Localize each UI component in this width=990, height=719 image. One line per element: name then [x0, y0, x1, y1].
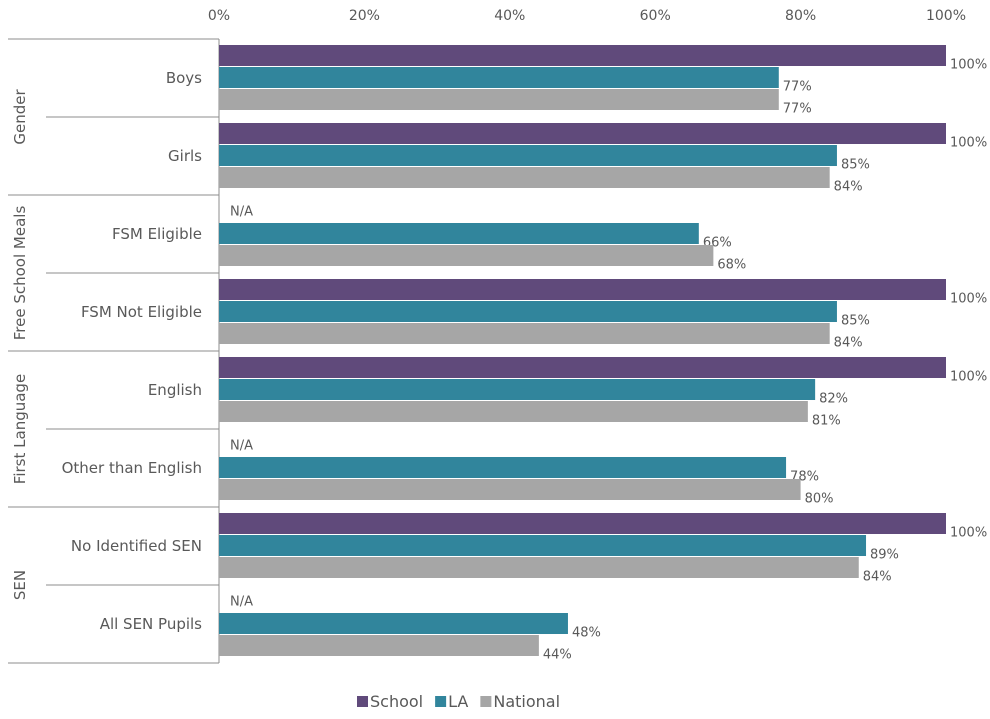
bar-la: [219, 613, 568, 634]
data-label: 84%: [863, 570, 892, 585]
data-label: 100%: [950, 136, 987, 151]
bars: 100%77%77%100%85%84%N/A66%68%100%85%84%1…: [219, 45, 987, 663]
data-label: 100%: [950, 526, 987, 541]
data-label: 48%: [572, 626, 601, 641]
category-label: English: [148, 381, 202, 399]
bar-school: [219, 123, 946, 144]
data-label: 68%: [717, 258, 746, 273]
legend: School LA National: [357, 692, 560, 711]
data-label: 80%: [805, 492, 834, 507]
bar-national: [219, 557, 859, 578]
data-label-na: N/A: [230, 205, 253, 220]
data-label: 77%: [783, 80, 812, 95]
data-label: 84%: [834, 336, 863, 351]
category-label: Boys: [166, 69, 202, 87]
group-label: First Language: [11, 374, 29, 484]
bar-school: [219, 279, 946, 300]
x-tick-label: 20%: [349, 8, 380, 24]
data-label: 100%: [950, 370, 987, 385]
legend-label: LA: [448, 692, 468, 711]
legend-label: School: [370, 692, 423, 711]
category-label: FSM Not Eligible: [81, 303, 202, 321]
category-label: Girls: [168, 147, 202, 165]
bar-school: [219, 357, 946, 378]
bar-national: [219, 89, 779, 110]
data-label: 82%: [819, 392, 848, 407]
x-tick-label: 60%: [640, 8, 671, 24]
group-label: Gender: [11, 89, 29, 145]
bar-la: [219, 223, 699, 244]
data-label: 44%: [543, 648, 572, 663]
bar-national: [219, 323, 830, 344]
bar-national: [219, 245, 714, 266]
data-label: 77%: [783, 102, 812, 117]
bar-la: [219, 379, 816, 400]
legend-swatch: [357, 696, 368, 707]
data-label: 85%: [841, 158, 870, 173]
bar-la: [219, 67, 779, 88]
data-label: 81%: [812, 414, 841, 429]
bar-la: [219, 535, 867, 556]
category-label: No Identified SEN: [71, 537, 202, 555]
bar-school: [219, 513, 946, 534]
legend-label: National: [493, 692, 560, 711]
x-tick-label: 100%: [926, 8, 966, 24]
bar-national: [219, 635, 539, 656]
category-label: FSM Eligible: [112, 225, 202, 243]
data-label-na: N/A: [230, 595, 253, 610]
data-label: 84%: [834, 180, 863, 195]
axis-frame: [8, 38, 220, 664]
x-axis-ticks: 0% 20% 40% 60% 80% 100%: [208, 8, 966, 24]
category-label: Other than English: [62, 459, 202, 477]
bar-national: [219, 401, 808, 422]
data-label: 100%: [950, 292, 987, 307]
bar-national: [219, 167, 830, 188]
legend-swatch: [480, 696, 492, 707]
bar-national: [219, 479, 801, 500]
group-label: Free School Meals: [11, 206, 29, 341]
data-label: 85%: [841, 314, 870, 329]
bar-la: [219, 301, 837, 322]
data-label-na: N/A: [230, 439, 253, 454]
x-tick-label: 80%: [785, 8, 816, 24]
category-groups: Gender Free School Meals First Language SEN…: [11, 69, 202, 633]
group-label: SEN: [11, 570, 29, 600]
data-label: 100%: [950, 58, 987, 73]
bar-school: [219, 45, 946, 66]
data-label: 89%: [870, 548, 899, 563]
category-label: All SEN Pupils: [100, 615, 202, 633]
bar-la: [219, 457, 787, 478]
x-tick-label: 0%: [208, 8, 230, 24]
bar-la: [219, 145, 837, 166]
x-tick-label: 40%: [494, 8, 525, 24]
legend-swatch: [435, 696, 447, 707]
